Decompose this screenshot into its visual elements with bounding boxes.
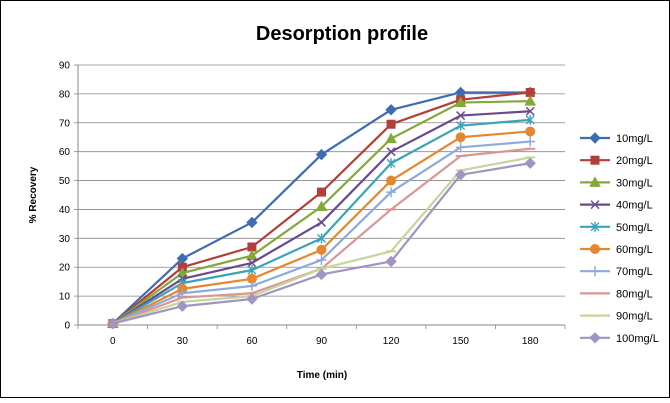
x-tick-label: 90 <box>316 336 328 347</box>
series-100mgl <box>107 157 536 330</box>
legend-entry: 100mg/L <box>580 332 659 345</box>
data-point <box>316 244 327 255</box>
data-point <box>525 114 535 125</box>
legend-entry: 30mg/L <box>580 176 653 189</box>
data-point <box>315 268 328 281</box>
legend-label: 20mg/L <box>616 155 653 167</box>
data-point <box>315 148 328 161</box>
y-tick-labels: 0 10 20 30 40 50 60 70 80 90 <box>59 61 71 332</box>
legend-label: 10mg/L <box>616 133 653 145</box>
legend-marker <box>589 132 601 144</box>
legend: 10mg/L 20mg/L 30mg/L 40mg/L 50mg/L 60mg/L 70mg… <box>580 132 659 345</box>
data-point <box>247 258 257 268</box>
y-tick-label: 30 <box>59 234 71 245</box>
data-point <box>525 126 536 137</box>
data-point <box>385 255 397 268</box>
legend-entry: 50mg/L <box>580 221 653 234</box>
legend-label: 90mg/L <box>616 311 653 323</box>
legend-marker <box>590 244 600 254</box>
data-point <box>317 233 326 244</box>
data-point <box>176 300 189 312</box>
data-point <box>525 106 535 116</box>
data-point <box>386 187 397 198</box>
chart-title: Desorption profile <box>256 23 428 45</box>
legend-label: 70mg/L <box>616 266 653 278</box>
x-tick-label: 150 <box>452 336 469 347</box>
data-point <box>316 217 327 227</box>
legend-label: 40mg/L <box>616 200 653 212</box>
data-point <box>524 95 537 106</box>
data-point <box>246 281 257 291</box>
x-tick-label: 180 <box>522 336 539 347</box>
data-point <box>386 119 396 129</box>
data-point <box>386 147 396 157</box>
x-tick-label: 60 <box>246 336 258 347</box>
data-point <box>316 255 327 265</box>
y-axis-title: % Recovery <box>28 166 39 223</box>
legend-entry: 60mg/L <box>580 244 653 256</box>
data-point <box>317 187 326 197</box>
legend-marker <box>590 266 600 277</box>
legend-entry: 10mg/L <box>580 132 653 145</box>
legend-label: 30mg/L <box>616 177 653 189</box>
data-point <box>246 249 258 261</box>
legend-entry: 40mg/L <box>580 200 653 212</box>
legend-entry: 70mg/L <box>580 266 653 278</box>
legend-label: 50mg/L <box>616 222 653 234</box>
data-point <box>456 111 466 121</box>
y-tick-label: 20 <box>59 263 71 274</box>
data-point <box>525 136 536 147</box>
legend-label: 80mg/L <box>616 288 653 300</box>
y-tick-label: 80 <box>59 89 71 100</box>
data-point <box>456 120 466 131</box>
legend-entry: 20mg/L <box>580 155 653 167</box>
data-point <box>385 132 397 144</box>
data-point <box>315 200 328 212</box>
y-tick-label: 90 <box>59 61 71 72</box>
data-point <box>454 169 467 181</box>
y-tick-label: 10 <box>59 292 71 303</box>
x-axis-title: Time (min) <box>297 370 347 381</box>
legend-marker <box>590 155 600 165</box>
x-tick-labels: 0 30 60 90 120 150 180 <box>110 336 539 347</box>
legend-label: 60mg/L <box>616 244 653 256</box>
x-tick-label: 120 <box>383 336 400 347</box>
data-point <box>454 96 467 108</box>
legend-label: 100mg/L <box>616 333 659 345</box>
data-point <box>386 158 396 169</box>
data-point <box>247 265 257 276</box>
legend-marker <box>590 221 600 232</box>
legend-entry: 90mg/L <box>580 311 653 323</box>
data-point <box>455 132 466 143</box>
data-point <box>107 317 119 330</box>
axes <box>74 64 566 329</box>
y-tick-label: 50 <box>59 176 71 187</box>
y-tick-label: 0 <box>64 321 70 332</box>
legend-marker <box>590 200 600 210</box>
data-point <box>455 142 466 153</box>
legend-entry: 80mg/L <box>580 288 653 300</box>
data-point <box>385 104 397 116</box>
data-point <box>246 293 258 305</box>
data-point <box>246 216 258 229</box>
data-point <box>524 157 536 169</box>
x-tick-label: 30 <box>177 336 189 347</box>
plot-area <box>106 86 537 330</box>
legend-marker <box>589 332 601 344</box>
y-tick-label: 40 <box>59 205 71 216</box>
data-point <box>386 175 397 186</box>
data-point <box>176 266 189 278</box>
legend-marker <box>589 176 601 187</box>
y-tick-label: 60 <box>59 147 71 158</box>
y-tick-label: 70 <box>59 118 71 129</box>
x-tick-label: 0 <box>110 336 116 347</box>
